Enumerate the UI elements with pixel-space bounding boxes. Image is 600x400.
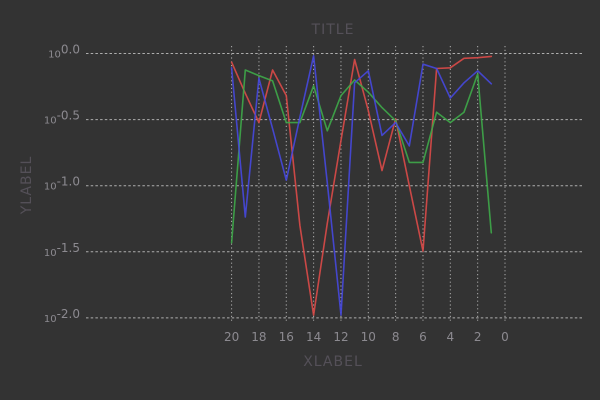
x-tick-label: 10: [361, 330, 376, 344]
chart-title: TITLE: [311, 22, 355, 38]
x-tick-label: 8: [392, 330, 400, 344]
series-blue-line: [230, 54, 493, 316]
x-tick-label: 6: [419, 330, 427, 344]
x-tick-label: 2: [474, 330, 482, 344]
x-tick-label: 0: [501, 330, 509, 344]
y-tick-label: 10-1.5: [44, 241, 80, 259]
y-tick-label: 10-2.0: [44, 307, 80, 325]
y-tick-label: 10-0.5: [44, 109, 80, 127]
y-tick-label: 100.0: [48, 43, 80, 61]
x-axis-label: XLABEL: [303, 354, 363, 370]
x-tick-label: 18: [251, 330, 266, 344]
y-axis-label: YLABEL: [19, 155, 35, 215]
x-tick-label: 20: [224, 330, 239, 344]
y-tick-label: 10-1.0: [44, 175, 80, 193]
x-tick-label: 14: [306, 330, 321, 344]
series-green-line: [230, 69, 493, 244]
x-tick-label: 16: [279, 330, 294, 344]
x-tick-label: 12: [333, 330, 348, 344]
x-tick-label: 4: [446, 330, 454, 344]
